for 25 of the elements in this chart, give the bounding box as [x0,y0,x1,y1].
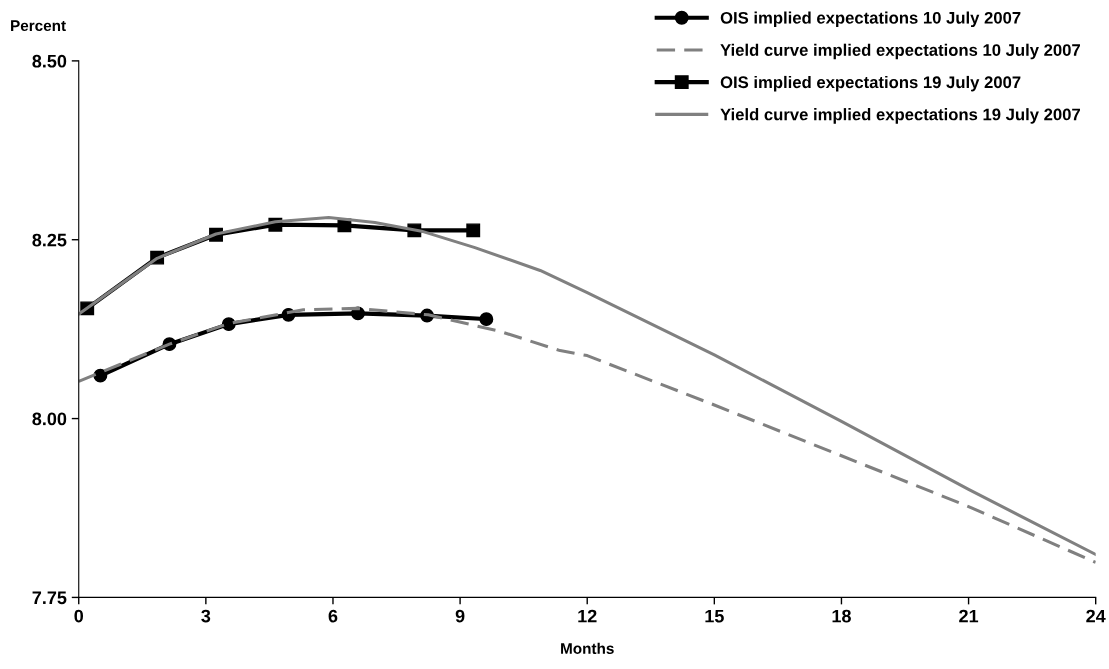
x-tick-label: 15 [705,609,724,623]
x-tick-label: 24 [1086,609,1106,623]
y-tick-label: 7.75 [32,591,67,605]
x-tick-label: 0 [74,609,84,623]
x-tick-label: 3 [201,609,211,623]
x-tick-label: 9 [455,609,465,623]
x-tick-label: 21 [959,609,979,623]
legend-label: OIS implied expectations 10 July 2007 [720,11,1021,28]
point [93,368,108,383]
y-tick-label: 8.25 [32,233,67,247]
y-tick-label: 8.00 [32,412,67,426]
line-series [78,216,1096,557]
x-axis-title: Months [561,642,614,654]
x-tick-label: 18 [832,609,851,623]
x-tick-label: 12 [578,609,597,623]
line-series [78,306,1096,564]
legend-label: Yield curve implied expectations 10 July 2007 [720,43,1080,60]
legend-label: OIS implied expectations 19 July 2007 [720,75,1021,92]
x-tick-label: 6 [328,609,338,623]
legend-label: Yield curve implied expectations 19 July 2007 [720,108,1080,124]
y-tick-label: 8.50 [32,54,67,68]
point [466,223,481,238]
point [479,312,494,327]
point [221,317,236,332]
y-axis-title: Percent [11,20,66,32]
